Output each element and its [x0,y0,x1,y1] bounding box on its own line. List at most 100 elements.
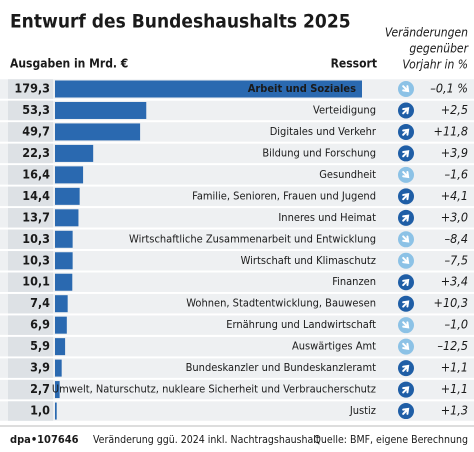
bar [55,187,80,205]
bar [55,252,73,270]
value-cell [8,336,53,357]
row-band [0,165,474,185]
category-label: Ernährung und Landwirtschaft [226,318,376,331]
row-band [0,186,474,207]
bar [55,166,84,184]
value-label: 49,7 [22,123,50,138]
value-label: 179,3 [14,81,50,96]
icon-arrow [402,342,410,350]
change-label: –8,4 [445,231,469,246]
change-icon [398,295,414,312]
footer-id: dpa•107646 [10,433,79,446]
footer-note: Veränderung ggü. 2024 inkl. Nachtragshau… [93,434,320,446]
bar [55,316,67,334]
category-label: Wirtschaft und Klimaschutz [241,254,376,267]
category-label: Bundeskanzler und Bundeskanzleramt [186,361,377,374]
category-label: Umwelt, Naturschutz, nukleare Sicherheit… [52,383,376,396]
row-band [0,208,474,228]
change-icon [398,123,414,140]
value-cell [8,208,53,228]
change-icon [398,252,414,269]
value-label: 6,9 [30,317,50,332]
icon-arrow [402,85,410,93]
row-band [0,143,474,164]
change-label: +1,3 [441,403,468,418]
category-label: Auswärtiges Amt [292,340,376,353]
category-label: Inneres und Heimat [278,211,376,224]
value-label: 14,4 [22,188,50,203]
change-icon [398,166,414,183]
bar [55,338,66,356]
value-cell [8,251,53,271]
icon-arrow [402,171,410,179]
value-cell [8,79,53,99]
change-icon [398,381,414,398]
change-label: –7,5 [445,252,469,267]
footer-source: Quelle: BMF, eigene Berechnung [313,434,468,446]
category-label: Wohnen, Stadtentwicklung, Bauwesen [186,297,376,310]
change-label: +4,1 [441,188,468,203]
change-icon [398,338,414,355]
value-label: 3,9 [30,360,50,375]
value-label: 13,7 [22,209,50,224]
value-cell [8,100,53,121]
change-label: +11,8 [434,123,468,138]
change-label: –1,0 [445,317,469,332]
category-label: Familie, Senioren, Frauen und Jugend [192,189,376,202]
change-label: +2,5 [441,102,468,117]
value-label: 10,3 [22,252,50,267]
change-icon [398,145,414,162]
value-cell [8,379,53,400]
bar [55,144,94,162]
bar [55,80,362,98]
row-band [0,229,474,250]
change-icon [398,360,414,377]
value-label: 5,9 [30,338,50,353]
category-label: Gesundheit [319,168,376,181]
row-band [0,336,474,357]
change-icon [398,317,414,334]
value-label: 53,3 [22,102,50,117]
icon-arrow [402,193,410,201]
bar [55,381,60,399]
icon-arrow [402,107,410,115]
value-cell [8,229,53,250]
value-label: 2,7 [30,381,50,396]
change-icon [398,81,414,97]
icon-arrow [402,278,410,287]
category-label: Justiz [349,404,376,417]
change-label: +10,3 [434,295,468,310]
rows: 179,3 Arbeit und Soziales –0,1 % 53,3 Vertei… [0,79,474,421]
change-label: –0,1 % [430,81,468,96]
icon-arrow [402,300,410,308]
value-label: 10,3 [22,231,50,246]
bar [55,209,79,227]
bar [55,359,62,377]
chart-title: Entwurf des Bundeshaushalts 2025 [10,11,351,33]
row-band [0,401,474,421]
category-label: Finanzen [332,275,376,288]
icon-arrow [402,321,410,329]
change-header: Veränderungen [385,26,468,40]
change-label: +1,1 [441,381,468,396]
value-cell [8,272,53,292]
row-band [0,251,474,271]
change-icon [398,403,414,420]
value-cell [8,165,53,185]
value-cell [8,186,53,207]
change-header: gegenüber [409,42,468,56]
bar [55,101,147,119]
category-label: Wirtschaftliche Zusammenarbeit und Entwi… [129,232,376,245]
change-icon [398,188,414,205]
category-label: Verteidigung [313,103,376,116]
value-label: 10,1 [22,274,50,289]
value-cell [8,143,53,164]
icon-arrow [402,128,410,136]
value-cell [8,293,53,314]
value-cell [8,401,53,421]
icon-arrow [402,407,410,415]
icon-arrow [402,364,410,372]
change-header: Vorjahr in % [402,58,468,72]
icon-arrow [402,235,410,243]
